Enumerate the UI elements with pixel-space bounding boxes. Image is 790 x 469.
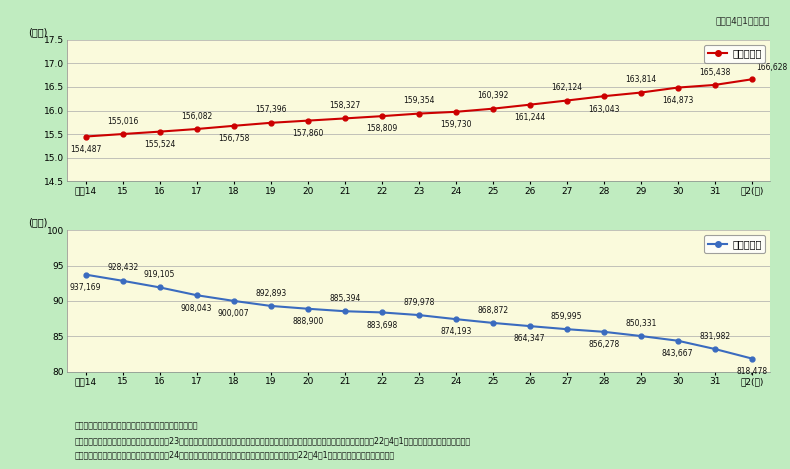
Text: 156,758: 156,758 xyxy=(218,134,250,143)
Text: 154,487: 154,487 xyxy=(70,145,101,154)
Text: ２　東日本大震災の影響により、平成23年の岩手県、宮城県及び福島県の消防職員数及び消防団員数については、前年度数値（平成22年4月1日現在）により集計している。: ２ 東日本大震災の影響により、平成23年の岩手県、宮城県及び福島県の消防職員数及… xyxy=(74,436,470,445)
Legend: 消防団員数: 消防団員数 xyxy=(704,235,766,253)
Text: （各年4月1日現在）: （各年4月1日現在） xyxy=(716,16,770,25)
Text: 868,872: 868,872 xyxy=(477,306,508,315)
Text: 165,438: 165,438 xyxy=(699,68,731,76)
Text: 937,169: 937,169 xyxy=(70,283,101,292)
Text: (万人): (万人) xyxy=(28,218,48,227)
Text: 908,043: 908,043 xyxy=(181,303,213,312)
Text: 928,432: 928,432 xyxy=(107,264,138,272)
Text: 155,524: 155,524 xyxy=(144,140,175,149)
Text: 157,396: 157,396 xyxy=(255,106,287,114)
Text: 874,193: 874,193 xyxy=(440,327,472,336)
Text: 166,628: 166,628 xyxy=(756,63,787,72)
Text: 919,105: 919,105 xyxy=(144,270,175,279)
Text: 859,995: 859,995 xyxy=(551,312,582,321)
Text: 818,478: 818,478 xyxy=(736,367,767,376)
Text: 163,814: 163,814 xyxy=(625,75,656,84)
Text: 159,354: 159,354 xyxy=(403,96,435,105)
Text: 164,873: 164,873 xyxy=(662,96,694,105)
Text: 900,007: 900,007 xyxy=(218,309,250,318)
Text: 888,900: 888,900 xyxy=(292,317,323,326)
Text: 163,043: 163,043 xyxy=(588,105,619,113)
Text: 160,392: 160,392 xyxy=(477,91,509,100)
Text: 883,698: 883,698 xyxy=(366,321,397,330)
Text: 864,347: 864,347 xyxy=(514,334,545,343)
Text: 856,278: 856,278 xyxy=(588,340,619,349)
Text: ３　東日本大震災の影響により、平成24年の宮城県牧鹿郡女川町の数値は、前々年度数値（平成22年4月1日現在）により集計している。: ３ 東日本大震災の影響により、平成24年の宮城県牧鹿郡女川町の数値は、前々年度数… xyxy=(74,450,394,459)
Text: 155,016: 155,016 xyxy=(107,117,138,126)
Text: 879,978: 879,978 xyxy=(403,298,435,307)
Text: 156,082: 156,082 xyxy=(181,112,213,121)
Text: 850,331: 850,331 xyxy=(625,318,656,328)
Text: 161,244: 161,244 xyxy=(514,113,545,122)
Text: 159,730: 159,730 xyxy=(440,120,472,129)
Text: 157,860: 157,860 xyxy=(292,129,323,138)
Text: 831,982: 831,982 xyxy=(699,332,730,340)
Text: 885,394: 885,394 xyxy=(329,294,360,303)
Text: 162,124: 162,124 xyxy=(551,83,582,92)
Text: （備考）１　「消防防災・震災対策現況調査」により作成: （備考）１ 「消防防災・震災対策現況調査」により作成 xyxy=(74,422,198,431)
Text: 892,893: 892,893 xyxy=(255,288,286,298)
Text: 158,809: 158,809 xyxy=(366,124,397,134)
Text: (万人): (万人) xyxy=(28,27,48,37)
Legend: 消防職員数: 消防職員数 xyxy=(704,45,766,62)
Text: 158,327: 158,327 xyxy=(329,101,360,110)
Text: 843,667: 843,667 xyxy=(662,349,694,358)
